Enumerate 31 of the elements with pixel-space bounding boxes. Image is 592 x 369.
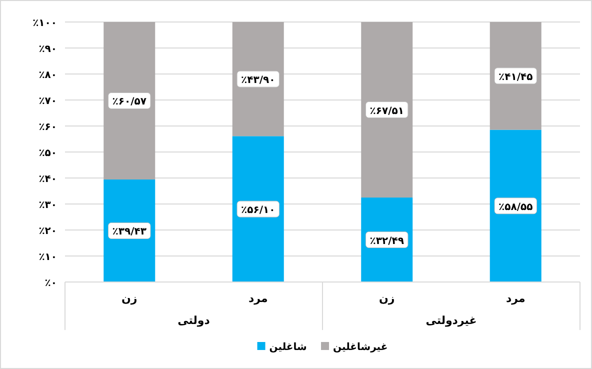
y-tick-label: ٪۶۰	[38, 122, 57, 133]
bar	[490, 130, 542, 282]
bar	[361, 22, 413, 198]
y-tick-label: ٪۲۰	[38, 226, 57, 237]
legend-label: غیرشاغلین	[333, 342, 388, 353]
y-tick-label: ٪۱۰۰	[32, 18, 57, 29]
data-label: ٪۶۰/۵۷	[112, 96, 146, 108]
y-tick-label: ٪۹۰	[38, 44, 57, 55]
y-tick-label: ٪۱۰	[38, 252, 57, 263]
data-label: ٪۳۲/۴۹	[370, 236, 404, 247]
data-label: ٪۵۸/۵۵	[498, 202, 533, 213]
y-tick-label: ٪۰	[44, 278, 57, 289]
data-label: ٪۴۱/۴۵	[498, 72, 533, 83]
x-tick-label: مرد	[248, 292, 268, 305]
text: غیردولتی	[426, 314, 477, 327]
text: دولتی	[178, 314, 210, 327]
legend-label: شاغلین	[269, 342, 308, 353]
data-label: ٪۴۳/۹۰	[241, 75, 276, 86]
data-label: ٪۵۶/۱۰	[241, 205, 276, 216]
bar	[104, 22, 156, 180]
data-label: ٪۶۷/۵۱	[370, 106, 404, 117]
y-tick-label: ٪۷۰	[38, 96, 57, 107]
x-tick-label: زن	[379, 292, 395, 305]
data-label: ٪۳۹/۴۳	[112, 226, 146, 238]
y-tick-label: ٪۴۰	[38, 174, 57, 185]
x-tick-label: مرد	[506, 292, 526, 305]
y-tick-label: ٪۸۰	[38, 70, 57, 81]
bar	[232, 136, 284, 282]
y-tick-label: ٪۳۰	[38, 200, 57, 211]
y-tick-label: ٪۵۰	[38, 148, 57, 159]
x-tick-label: زن	[122, 292, 138, 305]
